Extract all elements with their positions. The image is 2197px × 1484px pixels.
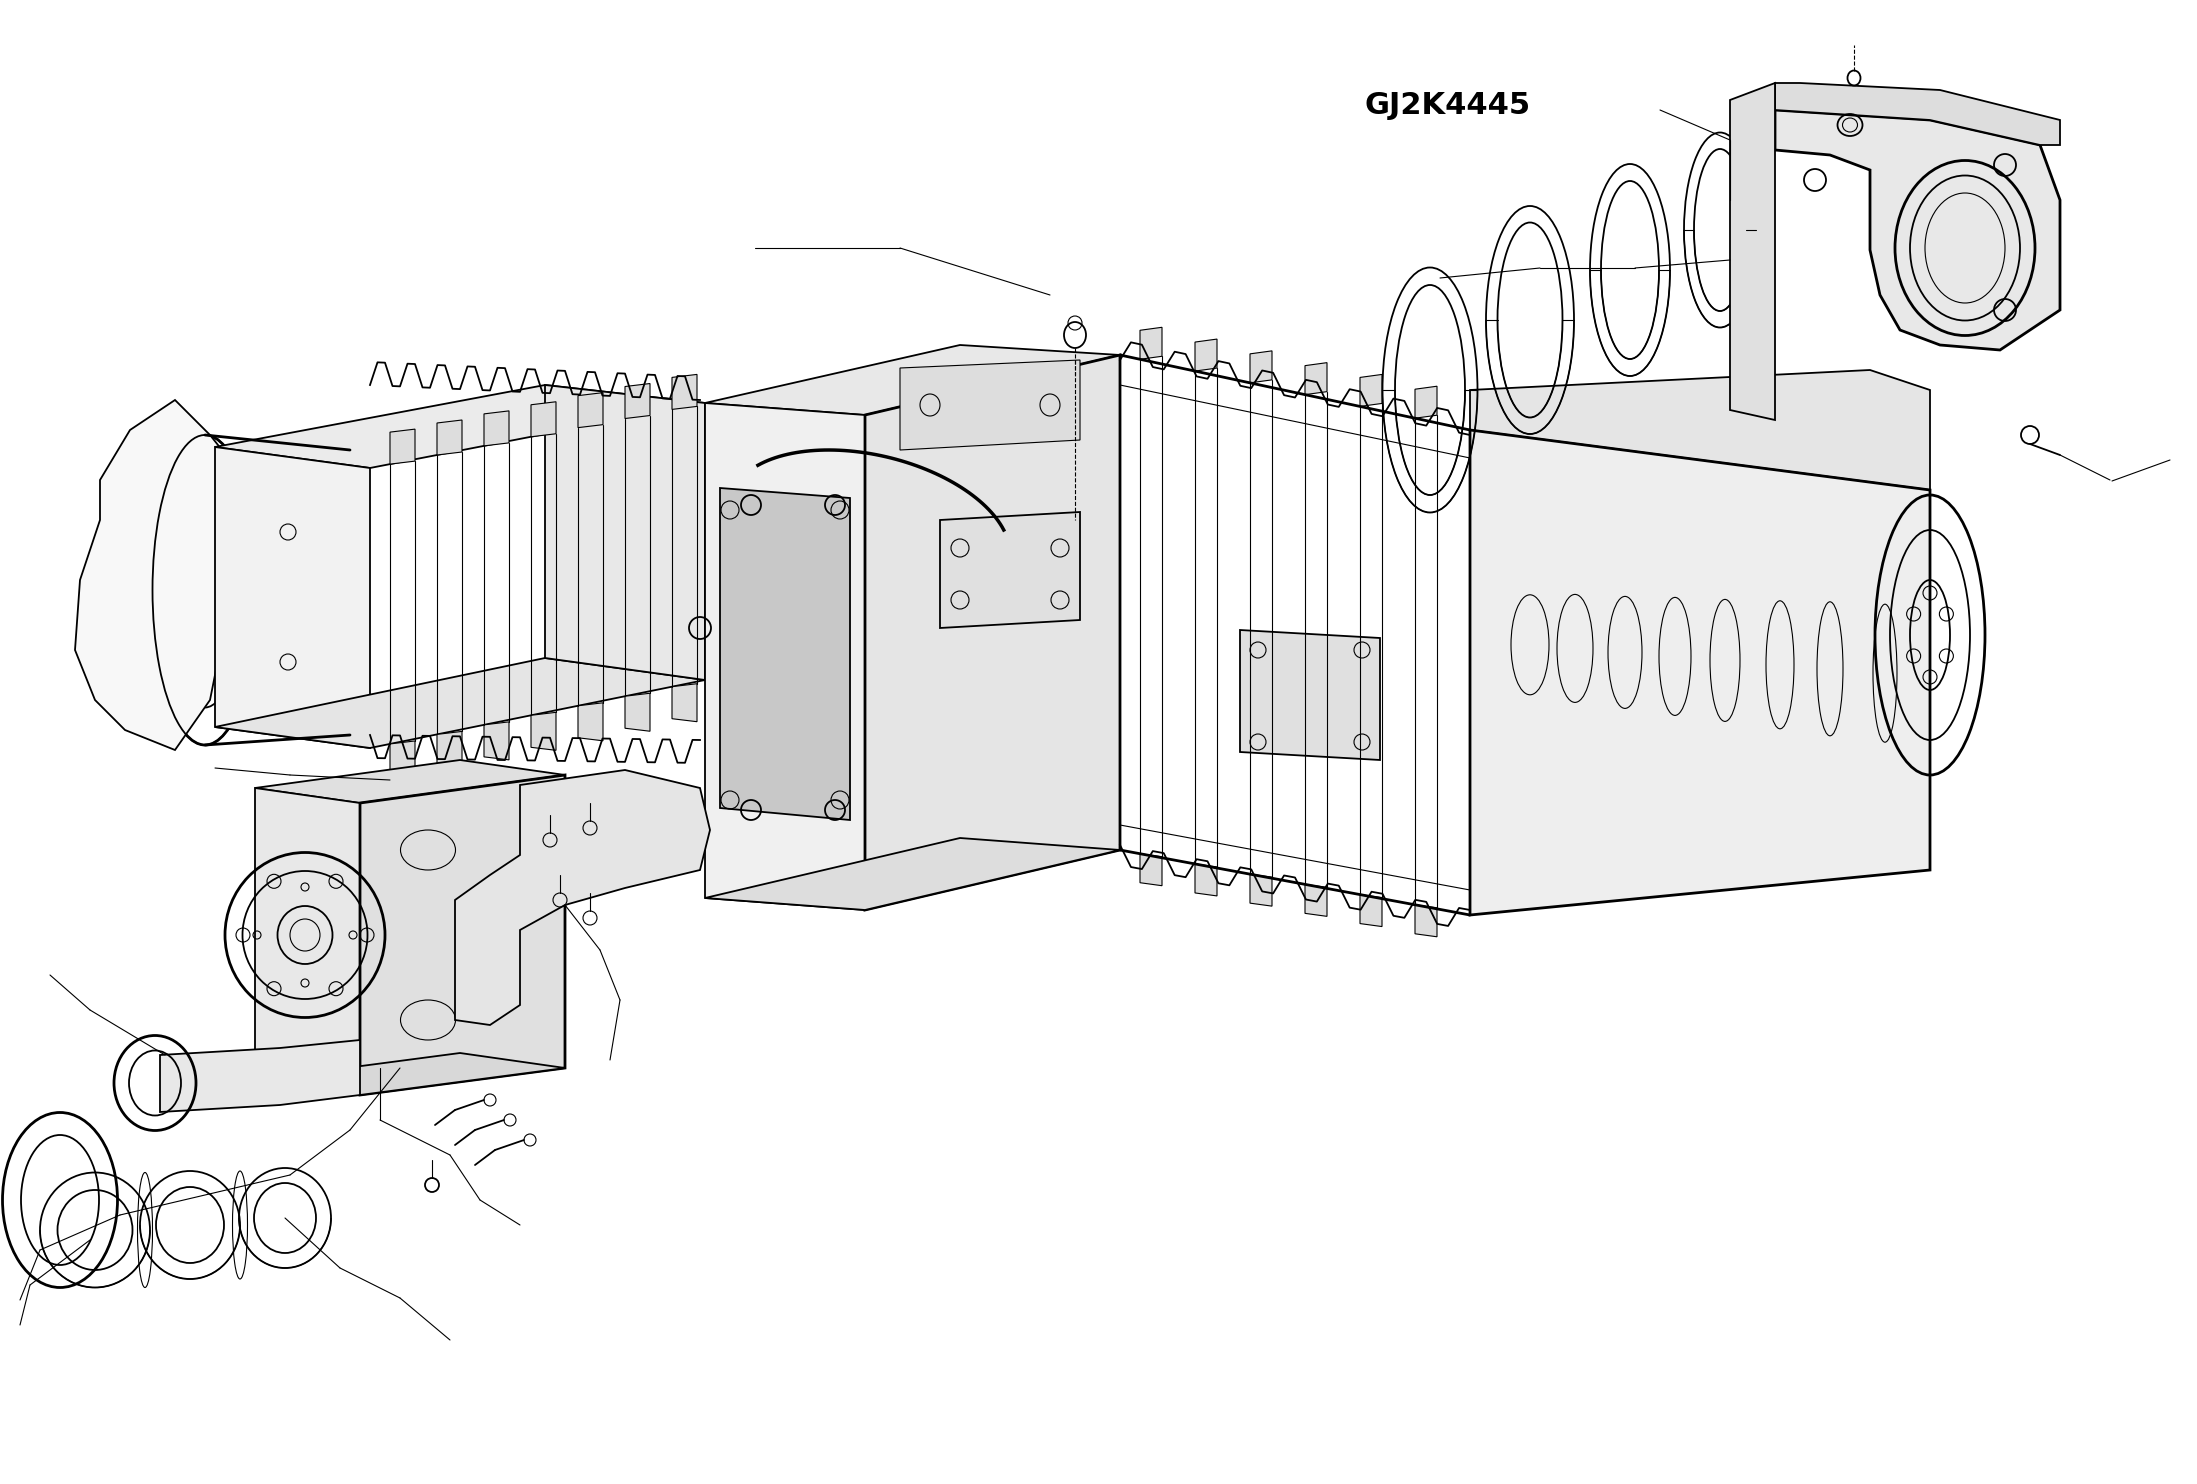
Polygon shape <box>1775 83 2061 145</box>
Polygon shape <box>437 420 461 456</box>
Polygon shape <box>255 1054 565 1095</box>
Polygon shape <box>1415 386 1437 418</box>
Polygon shape <box>75 401 239 749</box>
Polygon shape <box>215 447 369 748</box>
Polygon shape <box>578 703 602 741</box>
Polygon shape <box>1360 895 1382 926</box>
Polygon shape <box>391 429 415 464</box>
Polygon shape <box>1250 350 1272 383</box>
Polygon shape <box>1360 374 1382 407</box>
Polygon shape <box>624 383 650 418</box>
Polygon shape <box>1140 853 1162 886</box>
Text: GJ2K4445: GJ2K4445 <box>1364 91 1531 120</box>
Polygon shape <box>160 1040 360 1112</box>
Polygon shape <box>705 404 866 910</box>
Polygon shape <box>360 775 565 1095</box>
Polygon shape <box>1470 430 1929 916</box>
Polygon shape <box>255 788 360 1095</box>
Polygon shape <box>1195 864 1217 896</box>
Polygon shape <box>255 760 565 803</box>
Polygon shape <box>1415 905 1437 936</box>
Polygon shape <box>215 657 705 748</box>
Polygon shape <box>391 741 415 779</box>
Polygon shape <box>1775 110 2061 350</box>
Polygon shape <box>483 721 510 760</box>
Polygon shape <box>705 344 1120 416</box>
Polygon shape <box>1250 874 1272 907</box>
Polygon shape <box>578 393 602 427</box>
Polygon shape <box>901 361 1081 450</box>
Polygon shape <box>721 488 850 821</box>
Polygon shape <box>215 384 705 467</box>
Polygon shape <box>624 693 650 732</box>
Polygon shape <box>1470 370 1929 490</box>
Polygon shape <box>1305 362 1327 395</box>
Polygon shape <box>455 770 710 1025</box>
Polygon shape <box>1140 328 1162 359</box>
Polygon shape <box>545 384 705 680</box>
Polygon shape <box>1195 338 1217 371</box>
Polygon shape <box>672 374 696 410</box>
Polygon shape <box>437 732 461 769</box>
Polygon shape <box>1305 884 1327 916</box>
Polygon shape <box>483 411 510 445</box>
Polygon shape <box>532 712 556 751</box>
Polygon shape <box>532 402 556 436</box>
Polygon shape <box>1239 631 1380 760</box>
Polygon shape <box>705 838 1120 910</box>
Polygon shape <box>866 355 1120 910</box>
Polygon shape <box>672 684 696 721</box>
Polygon shape <box>940 512 1081 628</box>
Polygon shape <box>1729 83 1775 420</box>
